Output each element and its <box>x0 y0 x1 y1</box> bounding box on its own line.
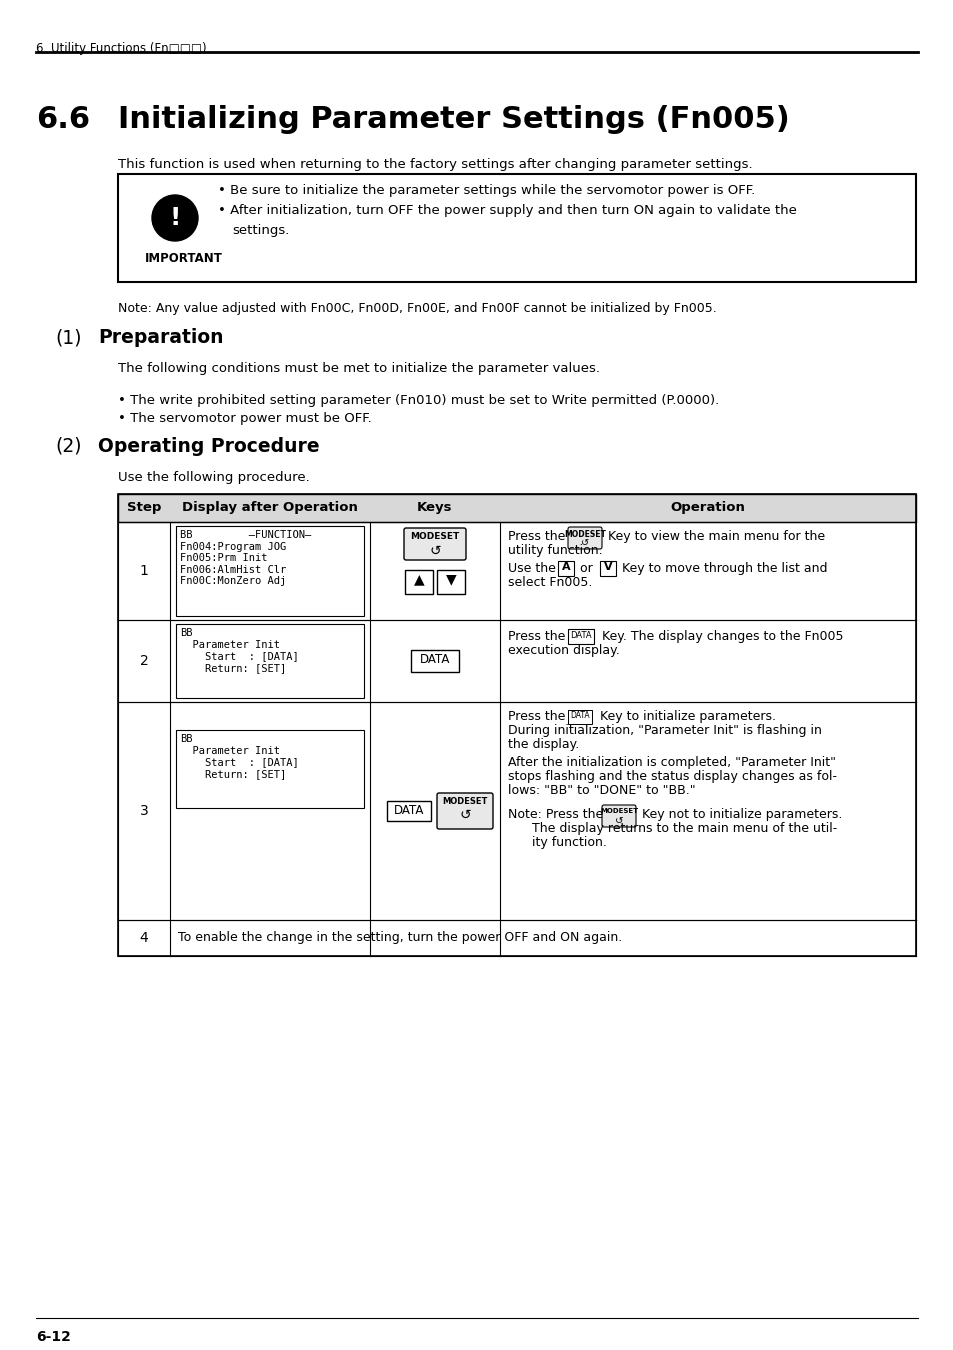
Text: DATA: DATA <box>419 653 450 666</box>
Text: Key not to initialize parameters.: Key not to initialize parameters. <box>638 809 841 821</box>
Bar <box>118 494 915 956</box>
Text: MODESET: MODESET <box>599 809 638 814</box>
Text: Operation: Operation <box>670 501 744 514</box>
Text: BB
  Parameter Init
    Start  : [DATA]
    Return: [SET]: BB Parameter Init Start : [DATA] Return:… <box>180 628 298 672</box>
Text: Note: Any value adjusted with Fn00C, Fn00D, Fn00E, and Fn00F cannot be initializ: Note: Any value adjusted with Fn00C, Fn0… <box>118 302 716 315</box>
Text: Key to move through the list and: Key to move through the list and <box>618 562 826 575</box>
Text: The following conditions must be met to initialize the parameter values.: The following conditions must be met to … <box>118 362 599 375</box>
Text: After the initialization is completed, "Parameter Init": After the initialization is completed, "… <box>507 756 835 770</box>
Text: execution display.: execution display. <box>507 644 619 657</box>
Text: or: or <box>576 562 597 575</box>
Bar <box>118 494 915 522</box>
Text: 6-12: 6-12 <box>36 1330 71 1345</box>
Text: MODESET: MODESET <box>442 796 487 806</box>
Text: select Fn005.: select Fn005. <box>507 576 592 589</box>
Text: Initializing Parameter Settings (Fn005): Initializing Parameter Settings (Fn005) <box>118 105 789 134</box>
Text: stops flashing and the status display changes as fol-: stops flashing and the status display ch… <box>507 769 836 783</box>
Bar <box>118 174 915 282</box>
Text: (2): (2) <box>55 437 81 456</box>
Bar <box>558 562 574 576</box>
Text: Use the: Use the <box>507 562 559 575</box>
Text: ▲: ▲ <box>414 572 424 586</box>
Bar <box>436 570 464 594</box>
Bar <box>387 801 431 821</box>
Text: Display after Operation: Display after Operation <box>182 501 357 514</box>
Text: Key. The display changes to the Fn005: Key. The display changes to the Fn005 <box>598 630 842 643</box>
Text: DATA: DATA <box>570 630 591 640</box>
Bar <box>567 629 594 644</box>
Text: Press the: Press the <box>507 710 569 724</box>
Text: Use the following procedure.: Use the following procedure. <box>118 471 310 485</box>
Text: Key to initialize parameters.: Key to initialize parameters. <box>596 710 775 724</box>
Bar <box>175 526 364 616</box>
Text: • Be sure to initialize the parameter settings while the servomotor power is OFF: • Be sure to initialize the parameter se… <box>218 184 755 197</box>
Text: 6.6: 6.6 <box>36 105 90 134</box>
Bar <box>599 562 616 576</box>
Text: ↺: ↺ <box>614 815 622 826</box>
Text: BB         –FUNCTION–
Fn004:Program JOG
Fn005:Prm Init
Fn006:AlmHist Clr
Fn00C:M: BB –FUNCTION– Fn004:Program JOG Fn005:Pr… <box>180 531 311 586</box>
Text: The display returns to the main menu of the util-: The display returns to the main menu of … <box>507 822 837 836</box>
Text: Step: Step <box>127 501 161 514</box>
Text: Note: Press the: Note: Press the <box>507 809 607 821</box>
Text: IMPORTANT: IMPORTANT <box>145 252 223 265</box>
Text: 4: 4 <box>139 931 149 945</box>
Text: Preparation: Preparation <box>98 328 223 347</box>
FancyBboxPatch shape <box>567 526 601 549</box>
Text: !: ! <box>169 207 180 230</box>
Text: This function is used when returning to the factory settings after changing para: This function is used when returning to … <box>118 158 752 171</box>
Text: To enable the change in the setting, turn the power OFF and ON again.: To enable the change in the setting, tur… <box>178 931 621 945</box>
Text: Press the: Press the <box>507 531 569 543</box>
Text: 1: 1 <box>139 564 149 578</box>
Bar <box>175 624 364 698</box>
Circle shape <box>152 194 198 242</box>
Text: ↺: ↺ <box>458 809 471 822</box>
Text: DATA: DATA <box>394 805 424 817</box>
Text: ▼: ▼ <box>445 572 456 586</box>
Text: ity function.: ity function. <box>507 836 606 849</box>
Text: 6  Utility Functions (Fn□□□): 6 Utility Functions (Fn□□□) <box>36 42 207 55</box>
Text: MODESET: MODESET <box>563 531 605 539</box>
FancyBboxPatch shape <box>436 792 493 829</box>
Text: ↺: ↺ <box>580 539 588 548</box>
Text: Keys: Keys <box>416 501 453 514</box>
Text: settings.: settings. <box>232 224 289 238</box>
Bar <box>411 649 458 672</box>
Text: A: A <box>561 562 570 572</box>
Text: Operating Procedure: Operating Procedure <box>98 437 319 456</box>
Text: (1): (1) <box>55 328 81 347</box>
Text: 3: 3 <box>139 805 149 818</box>
Text: • The write prohibited setting parameter (Fn010) must be set to Write permitted : • The write prohibited setting parameter… <box>118 394 719 406</box>
Text: DATA: DATA <box>570 711 589 720</box>
Text: ↺: ↺ <box>429 544 440 558</box>
Text: utility function.: utility function. <box>507 544 602 558</box>
Text: lows: "BB" to "DONE" to "BB.": lows: "BB" to "DONE" to "BB." <box>507 784 695 796</box>
Bar <box>405 570 433 594</box>
Text: V: V <box>603 562 612 572</box>
FancyBboxPatch shape <box>601 805 636 828</box>
Text: During initialization, "Parameter Init" is flashing in: During initialization, "Parameter Init" … <box>507 724 821 737</box>
Text: the display.: the display. <box>507 738 578 751</box>
Bar <box>567 710 592 724</box>
Text: Key to view the main menu for the: Key to view the main menu for the <box>603 531 824 543</box>
Text: 2: 2 <box>139 653 149 668</box>
Text: BB
  Parameter Init
    Start  : [DATA]
    Return: [SET]: BB Parameter Init Start : [DATA] Return:… <box>180 734 298 779</box>
Text: MODESET: MODESET <box>410 532 459 541</box>
Text: • After initialization, turn OFF the power supply and then turn ON again to vali: • After initialization, turn OFF the pow… <box>218 204 796 217</box>
Text: Press the: Press the <box>507 630 569 643</box>
FancyBboxPatch shape <box>403 528 465 560</box>
Text: • The servomotor power must be OFF.: • The servomotor power must be OFF. <box>118 412 372 425</box>
Bar <box>175 730 364 809</box>
